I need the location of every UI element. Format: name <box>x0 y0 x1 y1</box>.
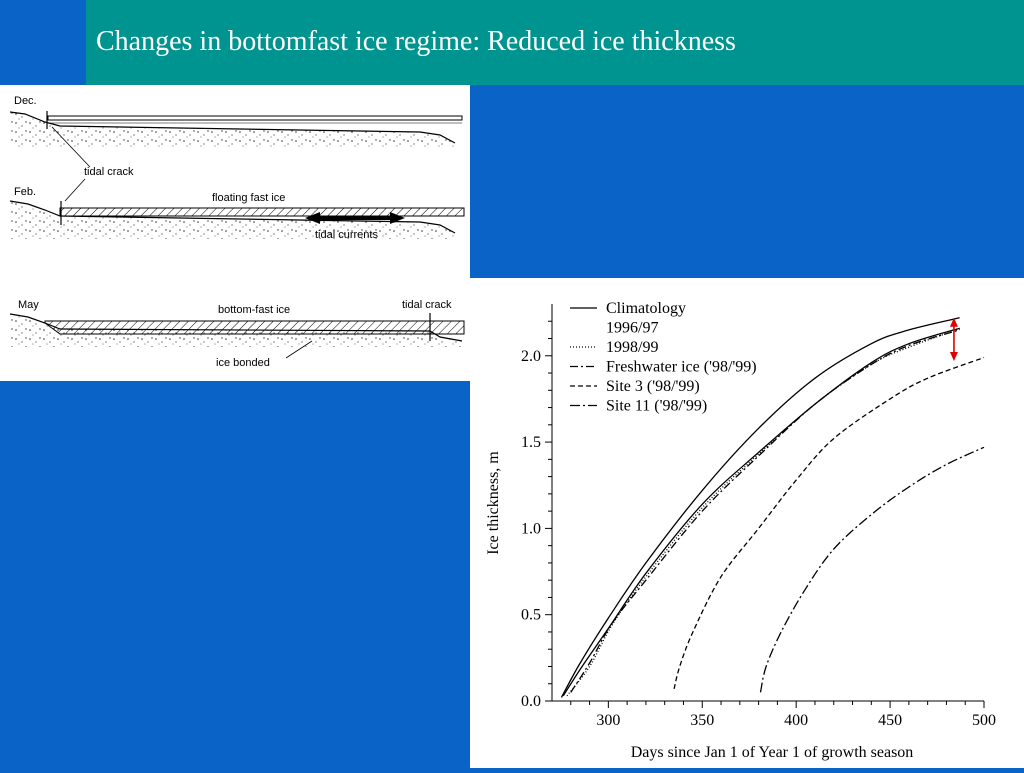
x-tick-label: 450 <box>878 712 902 729</box>
double-arrow-head-top <box>949 317 958 327</box>
y-tick-label: 1.0 <box>521 520 541 537</box>
annotation-arrow-ice-bonded <box>285 340 313 359</box>
panel-label-feb: Feb. <box>14 186 36 198</box>
annotation-bottom-fast-ice: bottom-fast ice <box>218 304 290 316</box>
legend-label-4: Site 3 ('98/'99) <box>606 378 700 395</box>
series-line-4 <box>673 356 985 690</box>
y-tick-label: 0.5 <box>521 607 541 624</box>
chart-annotations <box>949 317 958 361</box>
ice-thickness-chart-svg: 300 350 400 450 500 0.0 0.5 1.0 1.5 2.0 Climatolo… <box>485 300 996 761</box>
ice-sheet-may <box>44 320 465 335</box>
background-block-left <box>0 381 470 768</box>
x-tick-label: 350 <box>690 712 714 729</box>
series-line-0 <box>560 317 960 698</box>
chart-axes: 300 350 400 450 500 0.0 0.5 1.0 1.5 2.0 <box>521 304 996 729</box>
legend-label-3: Freshwater ice ('98/'99) <box>606 359 757 376</box>
background-block-right <box>470 85 1024 278</box>
seabed-line-dec <box>9 111 456 144</box>
legend-label-0: Climatology <box>606 300 686 317</box>
ice-thickness-chart: 300 350 400 450 500 0.0 0.5 1.0 1.5 2.0 Climatolo… <box>470 278 1024 768</box>
annotation-ice-bonded: ice bonded <box>216 357 270 369</box>
annotation-tidal-crack-1: tidal crack <box>84 166 134 178</box>
annotation-arrow-tidal-crack-1 <box>51 126 91 168</box>
y-axis-label: Ice thickness, m <box>485 451 502 555</box>
chart-legend: Climatology 1996/97 1998/99 Freshwater ice … <box>570 300 757 415</box>
tidal-current-arrow <box>305 212 405 224</box>
x-tick-label: 500 <box>972 712 996 729</box>
series-line-3 <box>570 329 960 693</box>
ice-sheet-feb <box>59 207 465 217</box>
chart-series <box>560 317 985 698</box>
legend-label-2: 1998/99 <box>606 339 658 356</box>
y-tick-label: 2.0 <box>521 348 541 365</box>
series-line-5 <box>759 446 985 693</box>
panel-label-dec: Dec. <box>14 95 37 107</box>
seabed-dec <box>10 112 455 147</box>
annotation-arrow-tidal-crack-2 <box>64 178 86 202</box>
x-tick-label: 400 <box>784 712 808 729</box>
legend-label-1: 1996/97 <box>606 320 658 337</box>
x-axis-label: Days since Jan 1 of Year 1 of growth sea… <box>631 744 914 761</box>
annotation-floating-fast-ice: floating fast ice <box>212 192 285 204</box>
seabed-feb <box>10 201 455 239</box>
ice-sheet-dec <box>47 115 463 121</box>
legend-label-5: Site 11 ('98/'99) <box>606 398 707 415</box>
series-line-1 <box>562 327 960 697</box>
ice-regime-diagram: Dec. tidal crack Feb. floating fast ice … <box>0 85 470 381</box>
title-bar: Changes in bottomfast ice regime: Reduce… <box>86 0 1024 85</box>
annotation-tidal-currents: tidal currents <box>315 229 378 241</box>
slide-title: Changes in bottomfast ice regime: Reduce… <box>96 26 736 57</box>
x-tick-label: 300 <box>596 712 620 729</box>
series-line-2 <box>566 327 962 697</box>
corner-block <box>0 0 86 85</box>
y-tick-label: 0.0 <box>521 693 541 710</box>
ice-regime-diagram-svg: Dec. tidal crack Feb. floating fast ice … <box>9 95 465 369</box>
double-arrow-head-bottom <box>949 351 958 361</box>
y-tick-label: 1.5 <box>521 434 541 451</box>
panel-label-may: May <box>18 299 39 311</box>
annotation-tidal-crack-3: tidal crack <box>402 299 452 311</box>
